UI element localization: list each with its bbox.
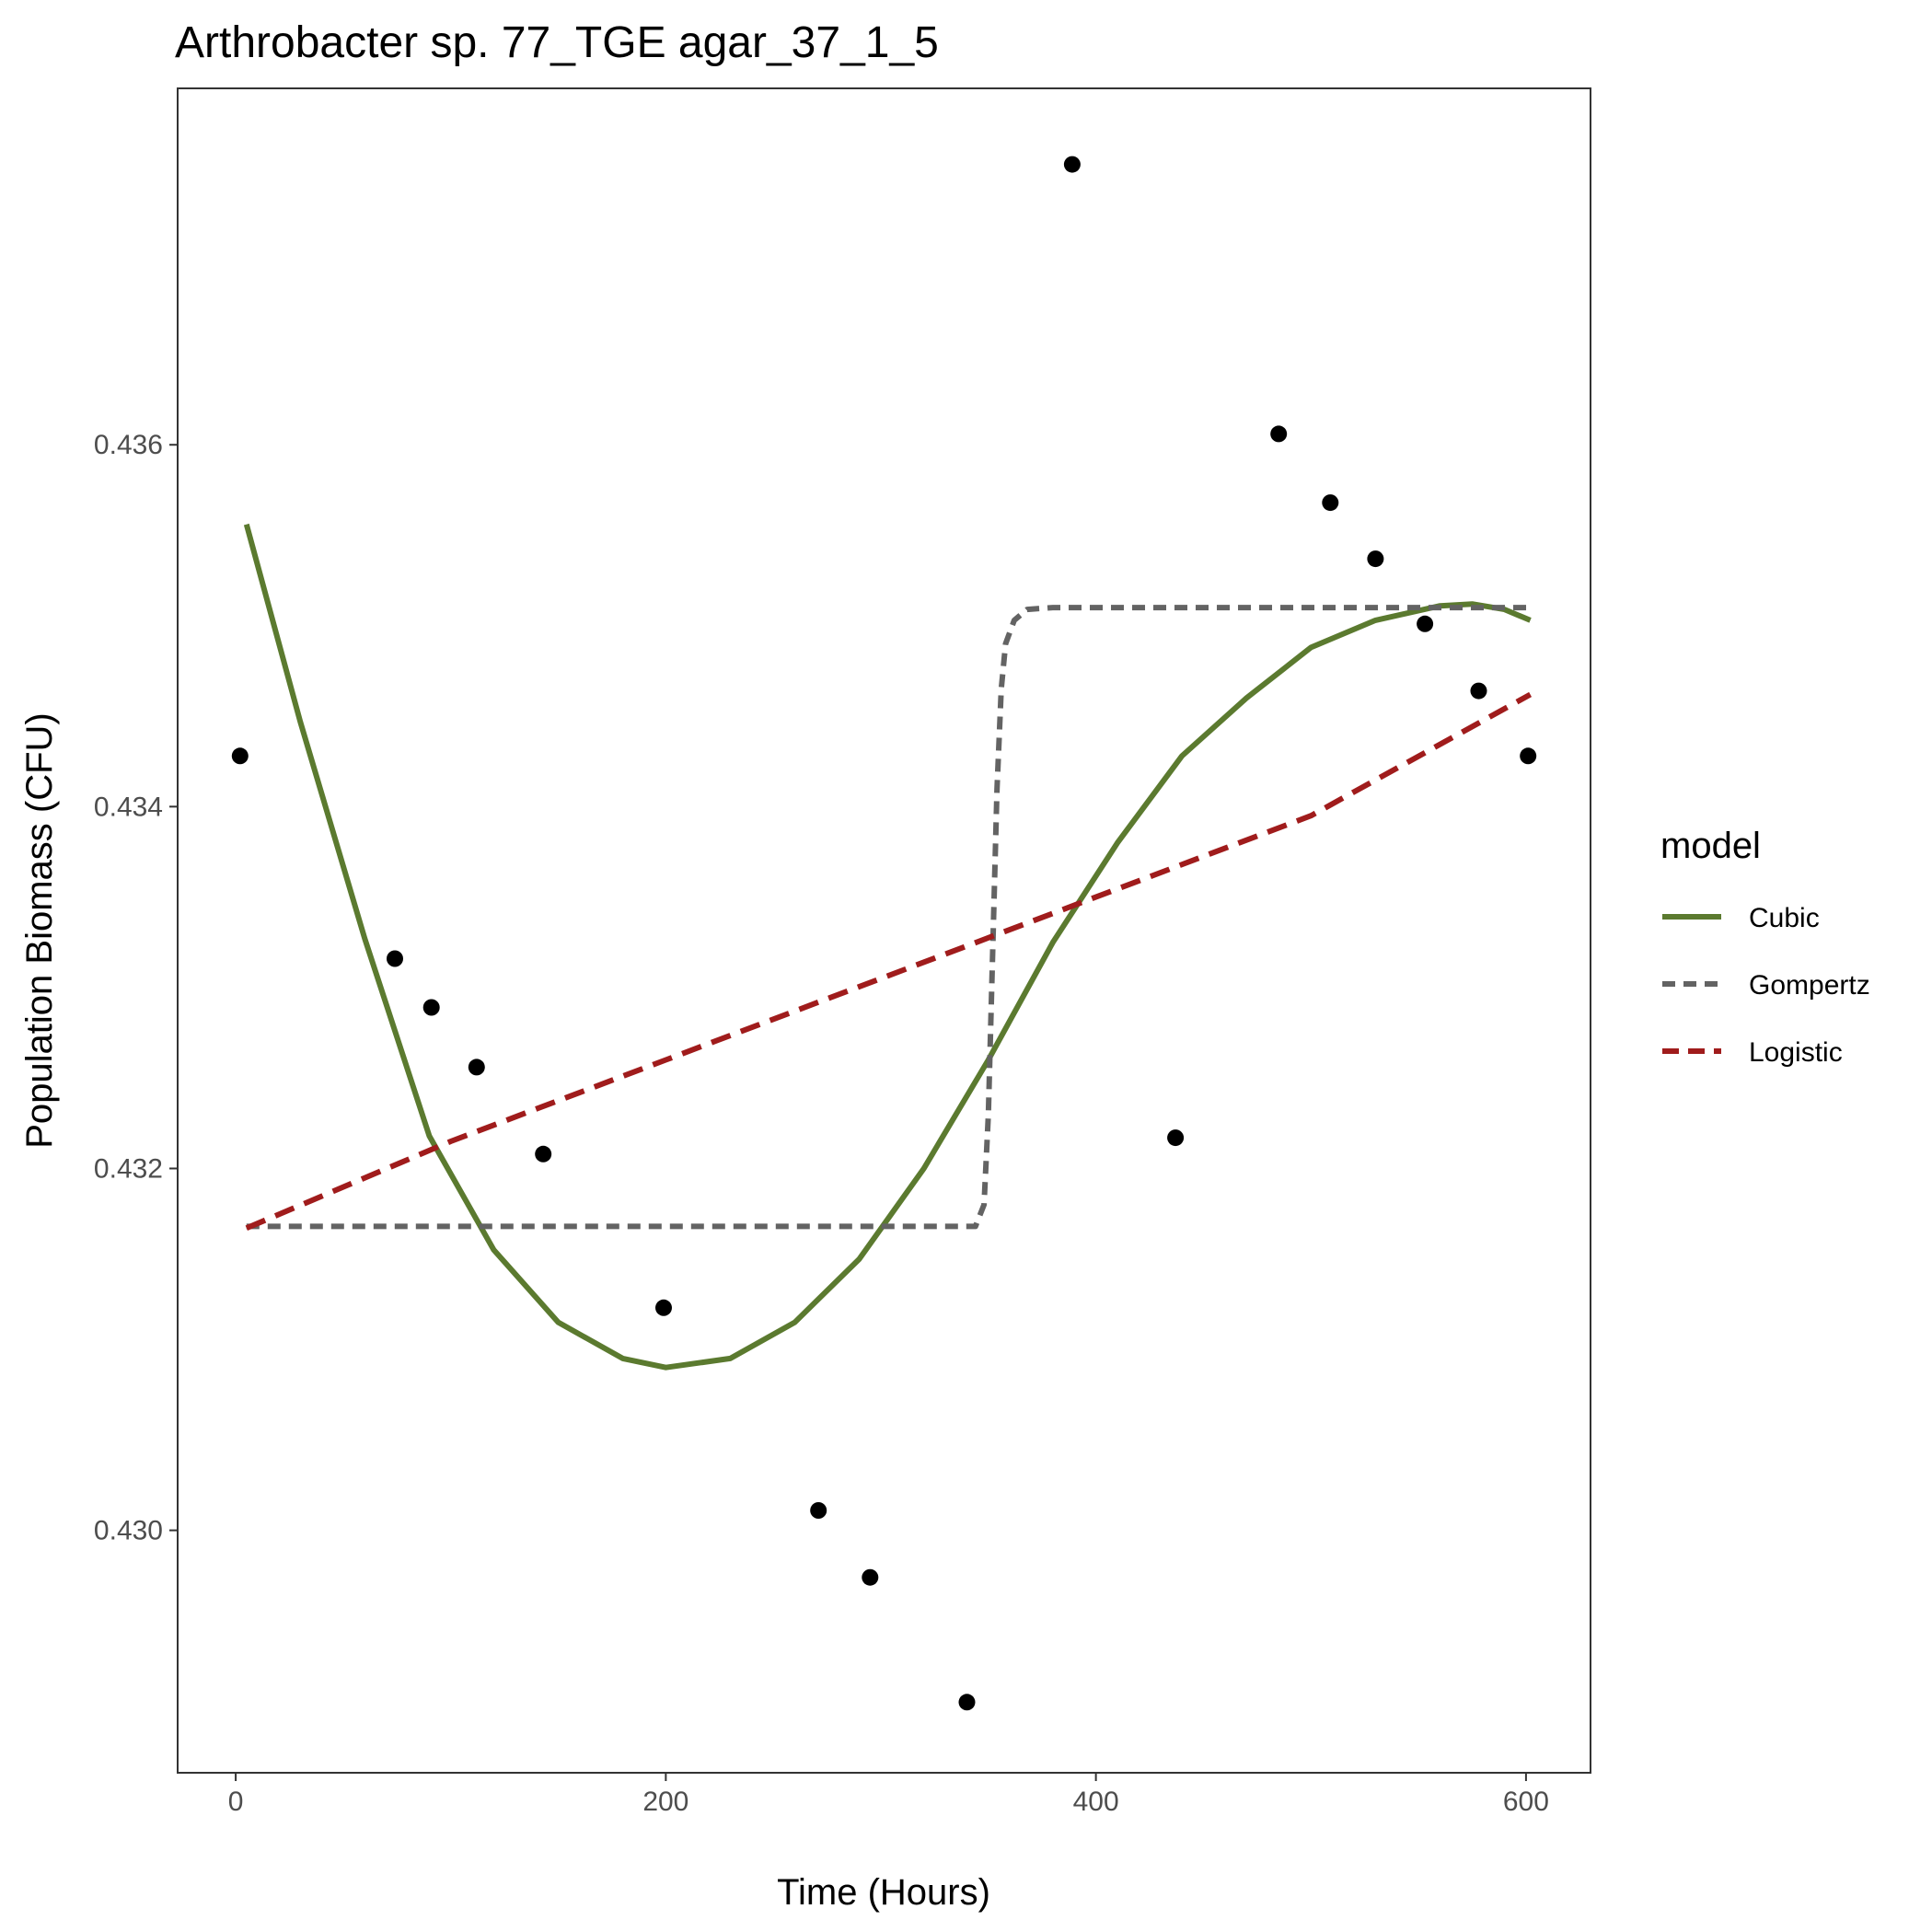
legend-label-gompertz: Gompertz [1749,970,1870,1001]
x-tick-label: 400 [1073,1787,1119,1817]
y-axis: 0.430 0.432 0.434 0.436 [94,430,178,1546]
x-axis: 0 200 400 600 [228,1773,1549,1817]
data-point [1167,1129,1185,1147]
y-tick-label: 0.436 [94,430,163,460]
data-point [1417,615,1434,632]
series-line-cubic [243,523,1532,1371]
data-point [1367,550,1384,568]
chart-title: Arthrobacter sp. 77_TGE agar_37_1_5 [175,18,939,67]
legend-title: model [1660,826,1761,866]
data-point [1470,682,1487,700]
legend-label-cubic: Cubic [1749,903,1820,933]
x-tick-label: 200 [642,1787,688,1817]
data-point [1270,425,1288,443]
data-point [958,1694,976,1711]
y-tick-label: 0.434 [94,792,163,822]
series-line-logistic [245,691,1533,1232]
data-point [862,1568,879,1586]
legend-items: Cubic Gompertz Logistic [1662,903,1870,1068]
y-axis-title: Population Biomass (CFU) [19,712,60,1149]
y-tick-label: 0.432 [94,1153,163,1184]
series-line-gompertz [246,605,1531,1230]
legend: model Cubic Gompertz Logistic [1660,826,1870,1068]
data-point [810,1502,827,1519]
data-point [422,999,440,1016]
data-point [231,747,249,765]
x-tick-label: 0 [228,1787,244,1817]
data-point [1520,747,1537,765]
data-point [655,1299,672,1316]
points-layer [231,156,1537,1711]
x-axis-title: Time (Hours) [777,1872,990,1913]
plot-panel-border [177,87,1591,1774]
data-point [468,1059,485,1076]
data-point [535,1145,552,1163]
data-point [1063,156,1081,173]
series-layer [243,523,1533,1371]
legend-label-logistic: Logistic [1749,1037,1843,1068]
plot-background [178,88,1591,1773]
data-point [1322,494,1339,512]
x-tick-label: 600 [1503,1787,1549,1817]
data-point [387,950,403,967]
y-tick-label: 0.430 [94,1516,163,1546]
plot-area [177,87,1591,1774]
